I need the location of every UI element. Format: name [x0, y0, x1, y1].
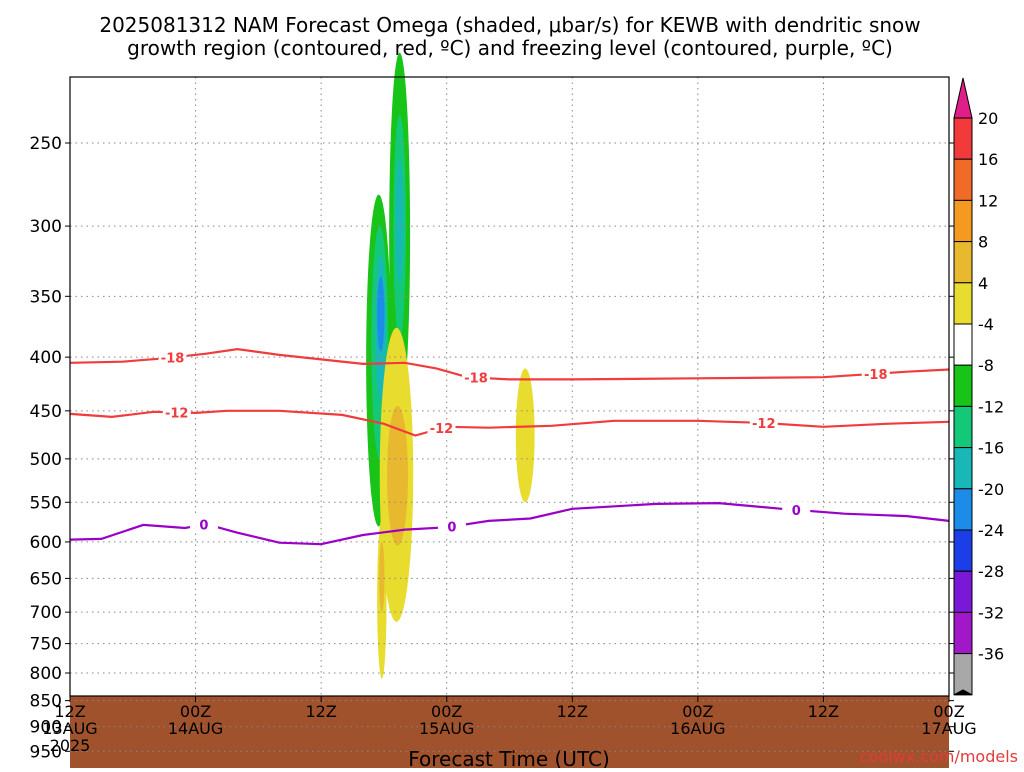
- x-tick-label: 00Z: [431, 702, 462, 721]
- x-tick-label: 17AUG: [921, 719, 976, 738]
- contour-line--18: [69, 347, 950, 381]
- colorbar-segment: [953, 199, 973, 243]
- contour-label-bg: [462, 369, 491, 386]
- x-tick-label: 12Z: [54, 702, 85, 721]
- x-tick-label: 12Z: [305, 702, 336, 721]
- contour-label: 0: [792, 504, 801, 519]
- colorbar-label: 4: [978, 274, 988, 293]
- omega-shading: [331, 52, 912, 759]
- contour-label: -12: [752, 417, 776, 432]
- colorbar-label: -8: [978, 356, 994, 375]
- x-tick-label: 16AUG: [670, 719, 725, 738]
- omega-area: [395, 160, 404, 284]
- contour-label-bg: [427, 420, 456, 437]
- colorbar-label: -24: [978, 521, 1004, 540]
- omega-area: [515, 368, 535, 503]
- colorbar-segment: [953, 158, 973, 201]
- omega-area: [377, 276, 385, 352]
- terrain-layer: [70, 696, 949, 772]
- omega-area: [387, 405, 408, 546]
- colorbar-label: 20: [978, 109, 998, 128]
- colorbar-segment: [953, 323, 973, 366]
- colorbar-segment: [953, 653, 973, 696]
- colorbar-segment: [953, 611, 973, 655]
- contour-label: -12: [165, 406, 189, 421]
- contour-label: 0: [447, 520, 456, 535]
- colorbar-label: 16: [978, 150, 998, 169]
- colorbar-label: 12: [978, 191, 998, 210]
- y-tick-label: 950: [30, 742, 62, 762]
- omega-area: [379, 541, 385, 613]
- colorbar-segment: [953, 488, 973, 531]
- y-tick-label: 400: [30, 348, 62, 368]
- x-tick-label: 13AUG: [42, 719, 97, 738]
- contour-label-bg: [189, 516, 218, 533]
- x-tick-label: 00Z: [180, 702, 211, 721]
- y-tick-label: 350: [30, 287, 62, 307]
- contour-label: 0: [199, 519, 208, 534]
- colorbar-label: -28: [978, 562, 1004, 581]
- contour-label-bg: [162, 404, 191, 421]
- colorbar-label: -12: [978, 397, 1004, 416]
- colorbar-label: -32: [978, 603, 1004, 622]
- contour-label: -18: [864, 368, 888, 383]
- terrain-fill: [70, 696, 949, 772]
- x-axis-label: Forecast Time (UTC): [408, 747, 610, 768]
- contour-line--12: [69, 409, 950, 437]
- x-tick-label: 00Z: [933, 702, 964, 721]
- plot-frame: [69, 76, 950, 697]
- contour-label-bg: [749, 415, 778, 432]
- y-tick-label: 500: [30, 450, 62, 470]
- y-tick-label: 600: [30, 533, 62, 553]
- y-tick-label: 700: [30, 603, 62, 623]
- colorbar: 20 16 12 8 4 -4 -8 -12 -16 -20 -24 -28 -32 -36: [953, 77, 1004, 696]
- contour-label: -12: [430, 422, 454, 437]
- colorbar-arrow-bottom: [953, 689, 973, 696]
- contour-label: -18: [464, 372, 488, 387]
- colorbar-segment: [953, 405, 973, 449]
- colorbar-segment: [953, 447, 973, 490]
- colorbar-label: -4: [978, 315, 994, 334]
- x-tick-label: 00Z: [682, 702, 713, 721]
- colorbar-label: -36: [978, 645, 1004, 664]
- x-tick-label: 12Z: [557, 702, 588, 721]
- colorbar-segment: [953, 529, 973, 572]
- colorbar-label: 8: [978, 233, 988, 252]
- contour-label-bg: [158, 349, 187, 366]
- x-tick-label: 14AUG: [168, 719, 223, 738]
- y-tick-label: 550: [30, 493, 62, 513]
- colorbar-label: -20: [978, 480, 1004, 499]
- contour-label-bg: [861, 365, 890, 382]
- chart-title-line1: 2025081312 NAM Forecast Omega (shaded, μ…: [99, 13, 920, 37]
- y-tick-label: 900: [30, 718, 62, 738]
- colorbar-segment: [953, 364, 973, 407]
- x-tick-label: 2025: [50, 736, 91, 755]
- contour-lines: -18 -18 -18 -12 -12 -12 0 0 0: [69, 347, 950, 546]
- colorbar-segment: [953, 241, 973, 284]
- y-tick-label: 450: [30, 402, 62, 422]
- contour-label: -18: [161, 351, 185, 366]
- x-tick-label: 12Z: [808, 702, 839, 721]
- grid-lines: [69, 77, 950, 752]
- y-tick-label: 800: [30, 664, 62, 684]
- source-credit: coolwx.com/models: [860, 747, 1018, 766]
- y-tick-label: 300: [30, 217, 62, 237]
- x-tick-label: 15AUG: [419, 719, 474, 738]
- y-tick-label: 850: [30, 692, 62, 712]
- y-tick-label: 650: [30, 569, 62, 589]
- colorbar-label: -16: [978, 439, 1004, 458]
- colorbar-segment: [953, 117, 973, 160]
- colorbar-arrow-top: [953, 77, 973, 119]
- chart-title-line2: growth region (contoured, red, ºC) and f…: [127, 36, 893, 60]
- colorbar-segment: [953, 570, 973, 613]
- y-tick-label: 250: [30, 134, 62, 154]
- colorbar-segment: [953, 282, 973, 325]
- contour-line-0: [69, 501, 950, 546]
- y-tick-label: 750: [30, 635, 62, 655]
- contour-label-bg: [782, 501, 811, 518]
- contour-label-bg: [437, 518, 466, 535]
